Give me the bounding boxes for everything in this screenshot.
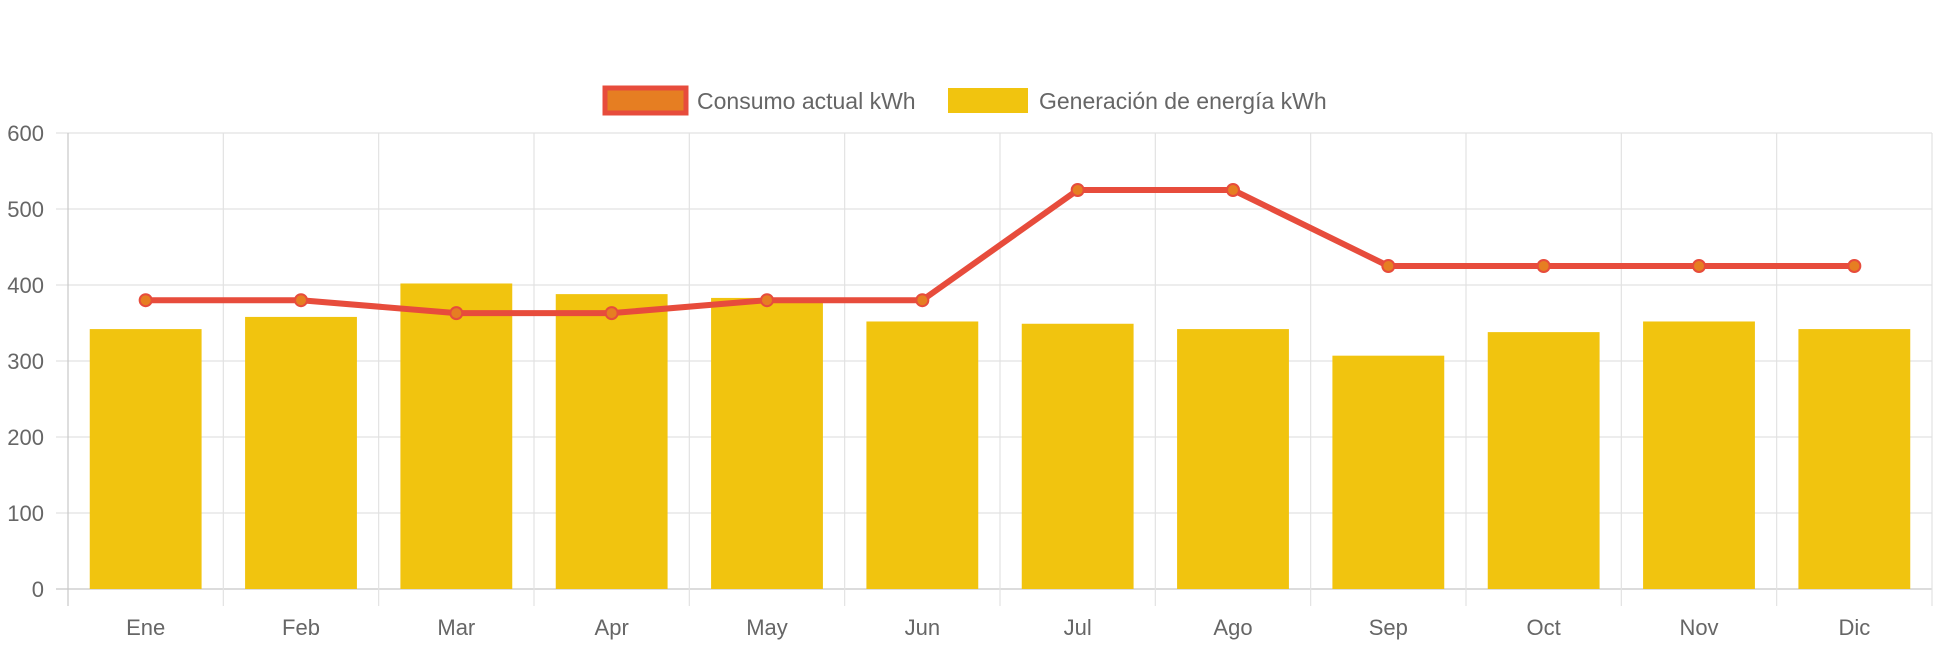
bar-jun — [866, 321, 979, 589]
bar-feb — [245, 316, 357, 589]
legend-swatch-consumo[interactable] — [602, 85, 689, 116]
legend-swatch-generacion[interactable] — [948, 88, 1028, 113]
x-tick-label-ene: Ene — [126, 615, 165, 640]
y-tick-label-300: 300 — [7, 349, 44, 374]
line-point-ago — [1226, 183, 1240, 197]
line-point-sep — [1381, 259, 1396, 273]
x-tick-label-may: May — [746, 615, 788, 640]
bar-sep — [1332, 355, 1445, 589]
x-axis: Ene Feb Mar Apr May Jun Jul Ago Sep Oct Nov Dic — [126, 615, 1870, 640]
y-tick-label-400: 400 — [7, 273, 44, 298]
y-tick-label-600: 600 — [7, 121, 44, 146]
line-point-oct — [1536, 259, 1551, 273]
x-tick-label-dic: Dic — [1838, 615, 1870, 640]
y-tick-label-200: 200 — [7, 425, 44, 450]
x-tick-label-jun: Jun — [905, 615, 940, 640]
line-point-nov — [1692, 259, 1706, 273]
line-point-may — [760, 293, 774, 308]
chart-grid — [56, 132, 1933, 606]
x-tick-label-feb: Feb — [282, 615, 320, 640]
line-series-consumo — [138, 183, 1862, 321]
x-tick-label-sep: Sep — [1369, 615, 1408, 640]
bar-dic — [1798, 329, 1911, 589]
bar-may — [711, 297, 823, 589]
bar-oct — [1487, 332, 1600, 589]
line-path-consumo — [142, 187, 1858, 317]
line-point-ene — [138, 293, 153, 308]
bar-ene — [89, 329, 202, 589]
line-point-jul — [1070, 183, 1085, 197]
x-tick-label-mar: Mar — [437, 615, 475, 640]
line-point-mar — [449, 306, 464, 321]
line-point-jun — [915, 293, 930, 308]
chart-legend: Consumo actual kWh Generación de energía… — [602, 85, 1327, 116]
x-tick-label-jul: Jul — [1064, 615, 1092, 640]
y-tick-label-500: 500 — [7, 197, 44, 222]
bar-apr — [555, 294, 668, 589]
line-point-feb — [294, 293, 308, 308]
y-tick-label-0: 0 — [32, 577, 44, 602]
legend-label-generacion[interactable]: Generación de energía kWh — [1039, 88, 1327, 114]
bar-nov — [1643, 321, 1755, 589]
bar-jul — [1021, 323, 1134, 589]
bar-ago — [1177, 329, 1289, 589]
line-point-apr — [604, 306, 619, 321]
y-tick-label-100: 100 — [7, 501, 44, 526]
bar-series-generacion — [89, 283, 1911, 589]
x-tick-label-apr: Apr — [595, 615, 629, 640]
x-tick-label-nov: Nov — [1679, 615, 1718, 640]
x-tick-label-ago: Ago — [1213, 615, 1252, 640]
x-tick-label-oct: Oct — [1527, 615, 1561, 640]
y-axis: 0 100 200 300 400 500 600 — [7, 121, 44, 602]
legend-label-consumo[interactable]: Consumo actual kWh — [697, 88, 916, 114]
bar-mar — [400, 283, 513, 589]
line-point-dic — [1847, 259, 1862, 273]
